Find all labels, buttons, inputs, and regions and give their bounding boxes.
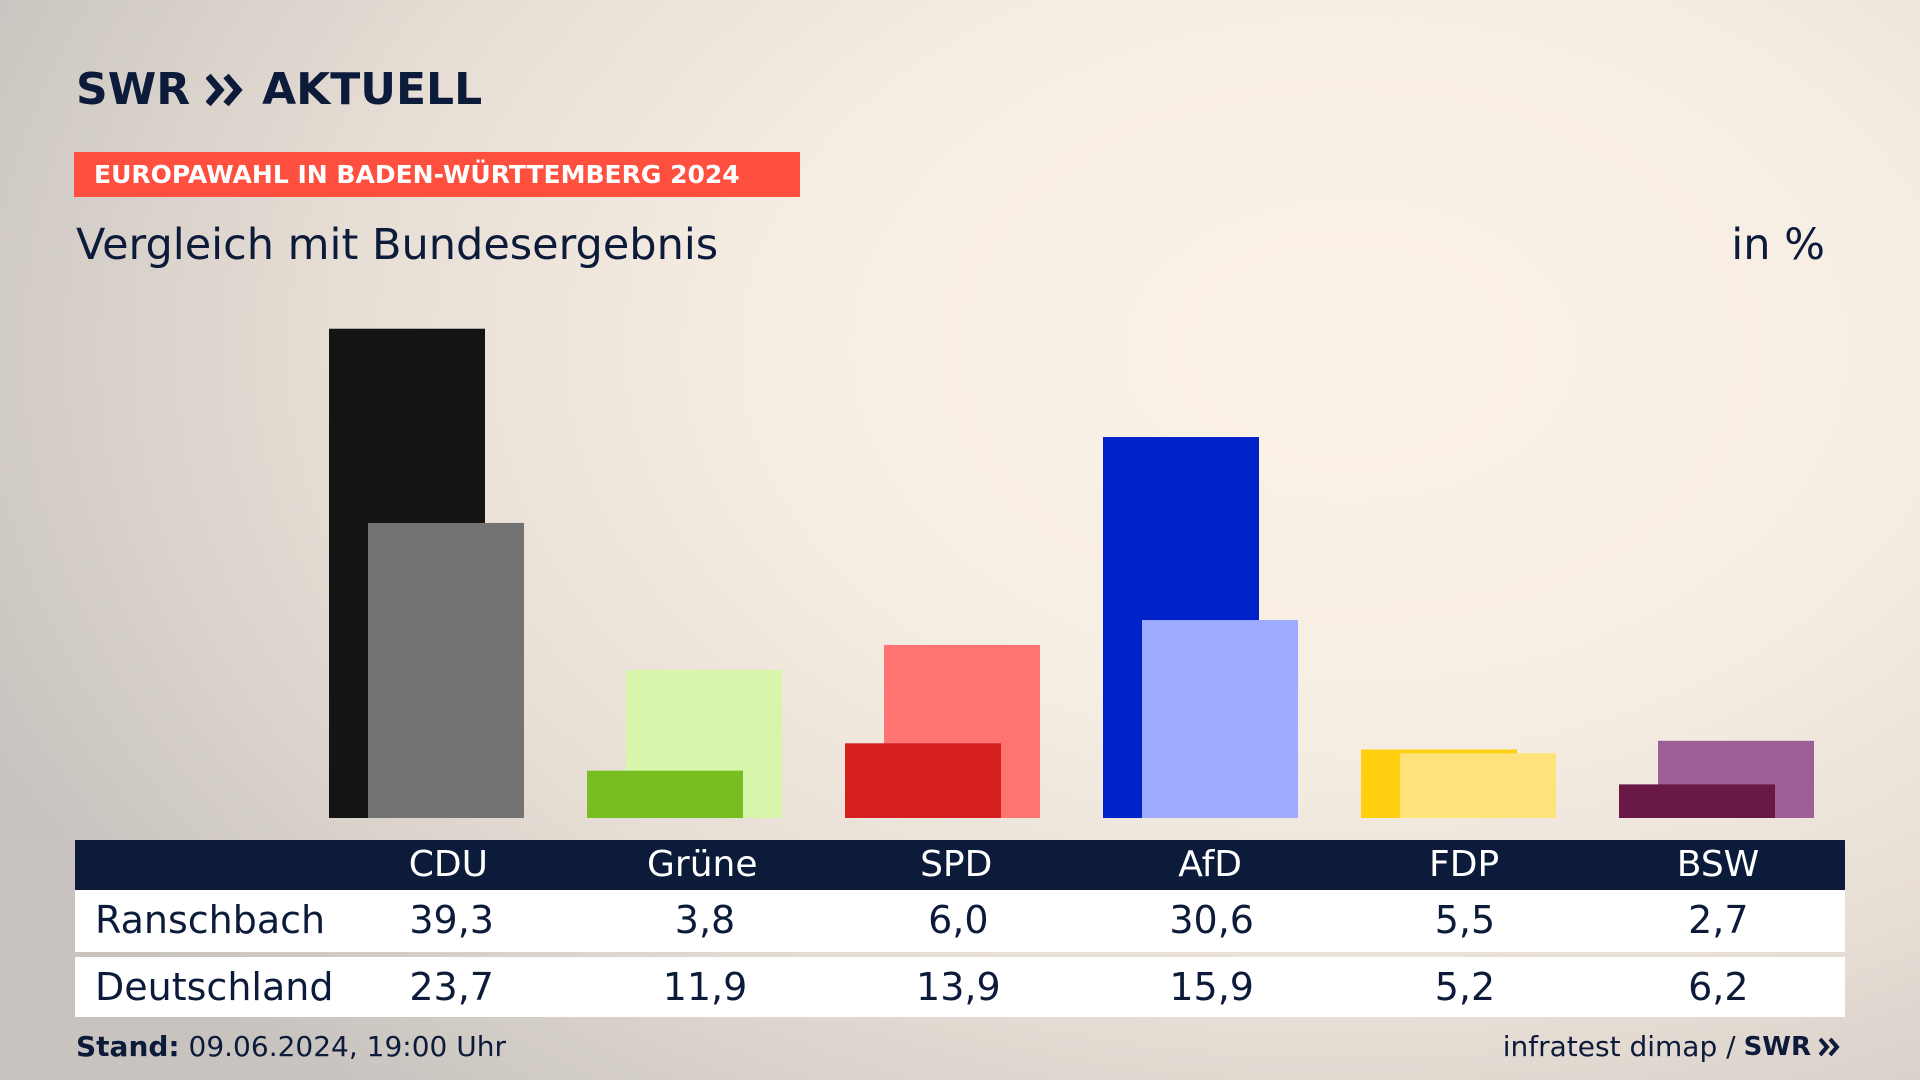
bar-ranschbach-grüne bbox=[587, 770, 743, 818]
bar-chart bbox=[329, 328, 1814, 818]
bar-deutschland-fdp bbox=[1400, 753, 1556, 818]
header-cell: AfD bbox=[1178, 844, 1243, 885]
logo-aktuell: AKTUELL bbox=[262, 64, 483, 115]
table-cell: 23,7 bbox=[409, 965, 494, 1009]
table-cell: 13,9 bbox=[916, 965, 1001, 1009]
chart-subtitle: Vergleich mit Bundesergebnis bbox=[76, 220, 719, 270]
table-cell: 6,2 bbox=[1688, 965, 1749, 1009]
row-label: Ranschbach bbox=[95, 898, 326, 942]
header-spacer bbox=[75, 840, 321, 890]
table-cell: 30,6 bbox=[1169, 898, 1254, 942]
header-cell: CDU bbox=[408, 844, 488, 885]
table-cell: 15,9 bbox=[1169, 965, 1254, 1009]
source-logo: SWR bbox=[1743, 1031, 1811, 1062]
header-cell: BSW bbox=[1676, 844, 1760, 885]
timestamp: Stand: 09.06.2024, 19:00 Uhr bbox=[76, 1030, 506, 1063]
stand-value: 09.06.2024, 19:00 Uhr bbox=[188, 1030, 506, 1063]
table-cell: 2,7 bbox=[1688, 898, 1749, 942]
header-cell: FDP bbox=[1429, 844, 1500, 885]
stand-label: Stand: bbox=[76, 1030, 180, 1063]
source-text: infratest dimap / bbox=[1502, 1030, 1736, 1063]
results-table: CDU Grüne SPD AfD FDP BSW Ranschbach 39,… bbox=[75, 840, 1845, 1017]
bar-ranschbach-bsw bbox=[1619, 784, 1775, 818]
table-cell: 5,5 bbox=[1434, 898, 1496, 942]
double-chevron-icon bbox=[206, 73, 243, 106]
table-cell: 11,9 bbox=[662, 965, 748, 1009]
table-row: Deutschland 23,7 11,9 13,9 15,9 5,2 6,2 bbox=[75, 957, 1845, 1017]
bar-deutschland-afd bbox=[1142, 620, 1298, 818]
header-cell: SPD bbox=[920, 844, 993, 885]
bar-deutschland-cdu bbox=[368, 522, 524, 818]
table-row: Ranschbach 39,3 3,8 6,0 30,6 5,5 2,7 bbox=[75, 890, 1845, 952]
election-banner: EUROPAWAHL IN BADEN-WÜRTTEMBERG 2024 bbox=[74, 152, 800, 197]
table-header: CDU Grüne SPD AfD FDP BSW bbox=[75, 840, 1845, 890]
row-label: Deutschland bbox=[95, 965, 334, 1009]
small-double-chevron-icon bbox=[1819, 1037, 1840, 1056]
logo-swr: SWR bbox=[76, 64, 191, 115]
bar-ranschbach-spd bbox=[845, 743, 1001, 818]
table-cell: 39,3 bbox=[409, 898, 494, 942]
header-cell: Grüne bbox=[647, 844, 758, 885]
table-cell: 5,2 bbox=[1434, 965, 1496, 1009]
table-cell: 6,0 bbox=[928, 898, 989, 942]
unit-label: in % bbox=[1731, 220, 1825, 270]
source-credit: infratest dimap / SWR bbox=[1503, 1030, 1843, 1063]
table-cell: 3,8 bbox=[674, 898, 736, 942]
swr-aktuell-logo: SWR AKTUELL bbox=[76, 64, 482, 115]
